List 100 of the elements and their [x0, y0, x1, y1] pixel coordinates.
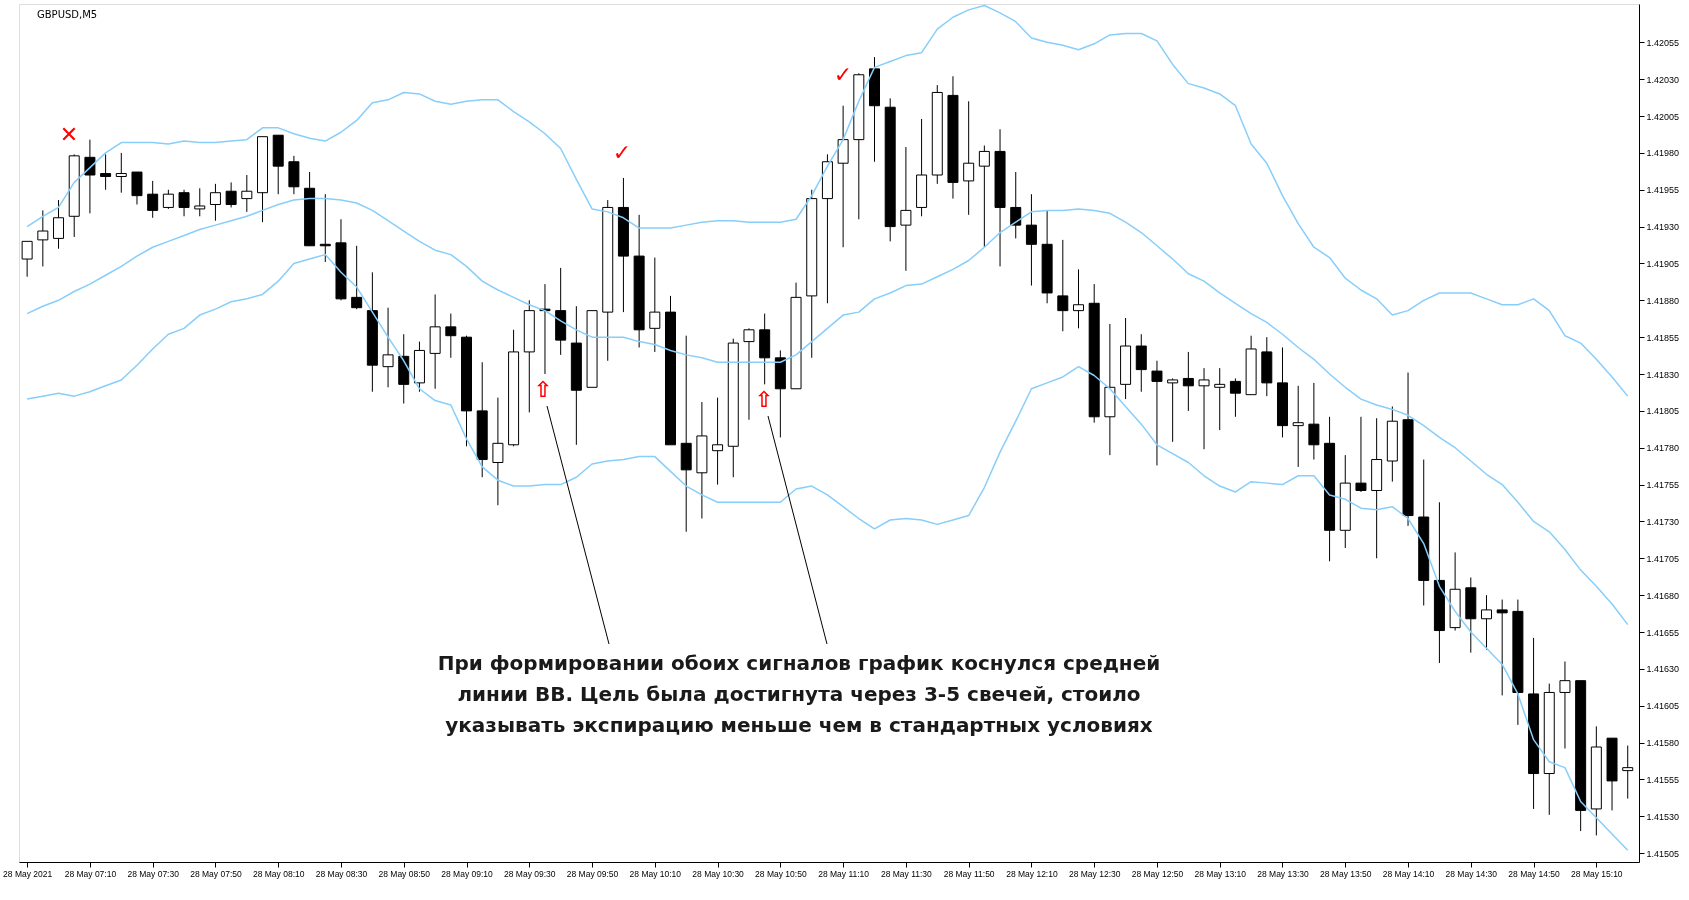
y-tick-label: 1.41830 [1646, 369, 1680, 380]
y-tick-label: 1.41555 [1646, 774, 1680, 785]
annotation: ⇧ [754, 387, 774, 412]
candlestick [53, 199, 65, 250]
annotation: ✓ [833, 62, 853, 87]
y-tick-label: 1.41580 [1646, 738, 1680, 749]
x-tick-label: 28 May 10:30 [692, 868, 745, 879]
candlestick [1229, 377, 1241, 418]
candlestick [492, 397, 504, 506]
candlestick [1198, 367, 1210, 450]
x-tick-label: 28 May 10:50 [755, 868, 807, 879]
candlestick [1010, 171, 1022, 239]
x-tick-label: 28 May 11:30 [880, 868, 933, 879]
y-tick-label: 1.41755 [1646, 480, 1680, 491]
candlestick [382, 307, 394, 388]
annotation: При формировании обоих сигналов график коснулся средней линии BB. Цель была достигнута через 3-5 свечей, стоило указывать экспирацию меньше чем в стандартных условиях [437, 651, 1161, 737]
x-tick-label: 28 May 13:10 [1194, 868, 1247, 879]
x-tick-label: 28 May 2021 [3, 868, 53, 879]
text: GBPUSD,M5 [37, 9, 98, 20]
candlestick [1057, 239, 1069, 332]
y-tick-label: 1.42055 [1646, 37, 1680, 48]
x-tick-label: 28 May 12:30 [1068, 868, 1121, 879]
candlestick [162, 189, 174, 210]
y-tick-label: 1.41705 [1646, 553, 1680, 564]
candlestick [37, 209, 49, 267]
candlestick [1167, 377, 1179, 443]
x-tick-label: 28 May 07:30 [127, 868, 180, 879]
candlestick [1151, 360, 1163, 466]
x-tick-label: 28 May 10:10 [629, 868, 682, 879]
x-tick-label: 28 May 12:10 [1006, 868, 1058, 879]
y-tick-label: 1.41855 [1646, 332, 1680, 343]
x-tick-label: 28 May 07:50 [190, 868, 242, 879]
candlestick [743, 327, 755, 421]
y-tick-label: 1.41680 [1646, 590, 1680, 601]
y-tick-label: 1.41805 [1646, 406, 1680, 417]
x-tick-label: 28 May 14:30 [1445, 868, 1498, 879]
annotation: ⇧ [533, 377, 553, 402]
y-tick-label: 1.41980 [1646, 148, 1680, 159]
candlestick [115, 152, 127, 194]
candlestick [1559, 661, 1571, 749]
x-tick-label: 28 May 15:10 [1571, 868, 1623, 879]
candlestick [837, 105, 849, 248]
candlestick [147, 180, 159, 219]
x-tick-label: 28 May 14:50 [1508, 868, 1561, 879]
candlestick [1182, 351, 1194, 412]
x-tick-label: 28 May 09:10 [441, 868, 494, 879]
candlestick [445, 313, 457, 359]
candlestick [225, 181, 237, 208]
line-series [26, 253, 1629, 851]
x-tick-label: 28 May 07:10 [64, 868, 117, 879]
annotation: ✕ [59, 122, 79, 147]
x-tick-label: 28 May 09:30 [504, 868, 556, 879]
y-tick-label: 1.41955 [1646, 185, 1680, 196]
candlestick [1073, 268, 1084, 329]
y-tick-label: 1.41505 [1646, 848, 1680, 859]
y-tick-label: 1.42030 [1646, 74, 1680, 85]
candlestick [1292, 385, 1304, 468]
candlestick [978, 145, 990, 248]
candlestick [649, 257, 661, 353]
candlestick [241, 174, 253, 213]
x-tick-label: 28 May 14:10 [1382, 868, 1435, 879]
candlestick [21, 240, 33, 278]
x-tick-label: 28 May 13:50 [1320, 868, 1372, 879]
y-tick-label: 1.41730 [1646, 516, 1680, 527]
candlestick [178, 189, 190, 217]
x-tick-label: 28 May 08:30 [315, 868, 368, 879]
candlestick [963, 100, 975, 216]
candlestick [100, 153, 112, 191]
candlestick [900, 146, 912, 272]
y-tick-label: 1.41780 [1646, 443, 1680, 454]
candlestick [194, 187, 206, 217]
candlestick [1622, 745, 1634, 800]
y-tick-label: 1.41880 [1646, 295, 1680, 306]
candlestick [1214, 367, 1226, 431]
candlestick [131, 171, 143, 205]
candlestick [1481, 594, 1492, 651]
x-tick-label: 28 May 11:10 [818, 868, 870, 879]
x-tick-label: 28 May 12:50 [1131, 868, 1184, 879]
y-tick-label: 1.41930 [1646, 222, 1680, 233]
candlestick [351, 245, 363, 310]
candlestick [1135, 333, 1147, 393]
y-tick-label: 1.41530 [1646, 811, 1680, 822]
y-tick-label: 1.42005 [1646, 111, 1680, 122]
candlestick [1496, 599, 1508, 696]
x-tick-label: 28 May 08:10 [252, 868, 305, 879]
y-tick-label: 1.41605 [1646, 701, 1680, 712]
candlestick [84, 139, 96, 214]
annotation: ✓ [612, 140, 632, 165]
candlestick [1355, 416, 1367, 493]
y-tick-label: 1.41655 [1646, 627, 1680, 638]
line-series [26, 197, 1629, 626]
x-tick-label: 28 May 08:50 [378, 868, 431, 879]
candlestick [209, 183, 221, 222]
candlestick [1308, 382, 1320, 461]
x-tick-label: 28 May 11:50 [943, 868, 995, 879]
x-tick-label: 28 May 09:50 [566, 868, 619, 879]
y-tick-label: 1.41630 [1646, 664, 1680, 675]
candlestick [1025, 193, 1037, 287]
x-tick-label: 28 May 13:30 [1257, 868, 1310, 879]
y-tick-label: 1.41905 [1646, 258, 1680, 269]
